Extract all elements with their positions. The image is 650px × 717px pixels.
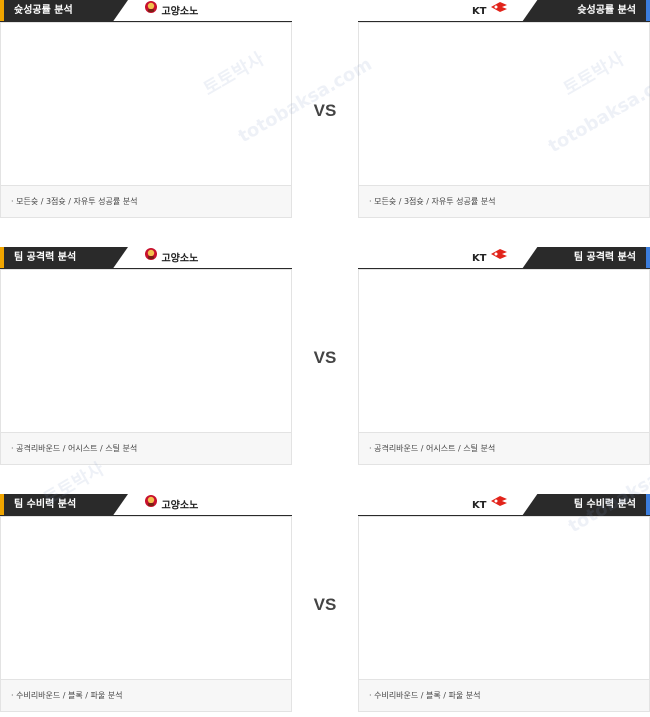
chart-area [358,22,650,186]
panel-footer: · 모든슛 / 3점슛 / 자유투 성공률 분석 [358,186,650,218]
header-line [358,268,650,269]
panel-offense-left: 팀 공격력 분석 805327012.1512.1712.2112.2312.2… [0,247,425,465]
team-label: KT 805327012.1712.1912.2212.2812.3001.01… [471,247,650,403]
footer-text: 공격리바운드 / 어시스트 / 스틸 분석 [374,444,496,453]
panel-title: 팀 공격력 분석 [0,247,128,269]
footer-text: 모든슛 / 3점슛 / 자유투 성공률 분석 [16,197,138,206]
chart-svg [359,270,649,432]
panel-shooting-left: 슛성공률 분석 110.00%73.33%36.67%0.00%12.3012.… [0,0,425,218]
vs-label: VS [313,348,337,367]
sono-logo-icon: 805327012.1512.1712.2112.2312.2412.3012.… [144,247,425,402]
panel-header: 팀 공격력 분석 [0,247,292,269]
panel-footer: · 수비리바운드 / 블록 / 파울 분석 [358,680,650,712]
kt-logo-icon: 302010012.1712.1912.2212.2812.3001.0101.… [490,494,650,650]
panel-header: 팀 수비력 분석 [358,494,650,516]
team-label: 110.00%73.33%36.67%0.00%12.3012.3101.020… [144,0,425,156]
chart-area [358,516,650,680]
vs-label: VS [313,101,337,120]
header-line [0,268,292,269]
panel-defense-right: 팀 수비력 분석 KT 302010012.1712.1912.2212.281… [358,494,650,712]
panel-title: 팀 수비력 분석 [0,494,128,516]
sono-logo-icon: 302010012.1512.1712.2112.2312.2412.3012.… [144,494,425,649]
sono-logo-icon: 110.00%73.33%36.67%0.00%12.3012.3101.020… [144,0,425,156]
vs-label: VS [313,595,337,614]
team-name: KT [471,6,487,17]
footer-text: 수비리바운드 / 블록 / 파울 분석 [16,691,123,700]
panel-footer: · 모든슛 / 3점슛 / 자유투 성공률 분석 [0,186,292,218]
team-name: 고양소노 [161,500,199,512]
panel-footer: · 공격리바운드 / 어시스트 / 스틸 분석 [358,433,650,465]
panel-header: 팀 수비력 분석 [0,494,292,516]
panel-footer: · 수비리바운드 / 블록 / 파울 분석 [0,680,292,712]
header-line [358,21,650,22]
header-line [358,515,650,516]
team-label: KT 110.00%73.33%36.67%0.00%01.0101.0401.… [471,0,650,157]
team-name: KT [471,500,487,511]
chart-area [358,269,650,433]
panel-title: 슛성공률 분석 [522,0,650,22]
team-label: 805327012.1512.1712.2112.2312.2412.3012.… [144,247,425,402]
panel-title: 팀 수비력 분석 [522,494,650,516]
chart-svg [359,23,649,185]
panel-header: 슛성공률 분석 [0,0,292,22]
kt-logo-icon: 110.00%73.33%36.67%0.00%01.0101.0401.060… [490,0,650,157]
chart-area [0,516,292,680]
chart-area [0,269,292,433]
chart-svg [1,23,291,185]
team-name: 고양소노 [161,253,199,265]
chart-svg [1,517,291,679]
panel-offense-right: 팀 공격력 분석 KT 805327012.1712.1912.2212.281… [358,247,650,465]
footer-text: 공격리바운드 / 어시스트 / 스틸 분석 [16,444,138,453]
panel-title: 슛성공률 분석 [0,0,128,22]
panel-title: 팀 공격력 분석 [522,247,650,269]
chart-svg [359,517,649,679]
chart-area [0,22,292,186]
team-name: KT [471,253,487,264]
team-name: 고양소노 [161,6,199,18]
header-line [0,21,292,22]
team-label: 302010012.1512.1712.2112.2312.2412.3012.… [144,494,425,649]
panel-header: 슛성공률 분석 [358,0,650,22]
panel-header: 팀 공격력 분석 [358,247,650,269]
chart-svg [1,270,291,432]
footer-text: 모든슛 / 3점슛 / 자유투 성공률 분석 [374,197,496,206]
panel-shooting-right: 슛성공률 분석 KT 110.00%73.33%36.67%0.00%01.01… [358,0,650,218]
kt-logo-icon: 805327012.1712.1912.2212.2812.3001.0101.… [490,247,650,403]
team-label: KT 302010012.1712.1912.2212.2812.3001.01… [471,494,650,650]
header-line [0,515,292,516]
panel-footer: · 공격리바운드 / 어시스트 / 스틸 분석 [0,433,292,465]
footer-text: 수비리바운드 / 블록 / 파울 분석 [374,691,481,700]
panel-defense-left: 팀 수비력 분석 302010012.1512.1712.2112.2312.2… [0,494,425,712]
